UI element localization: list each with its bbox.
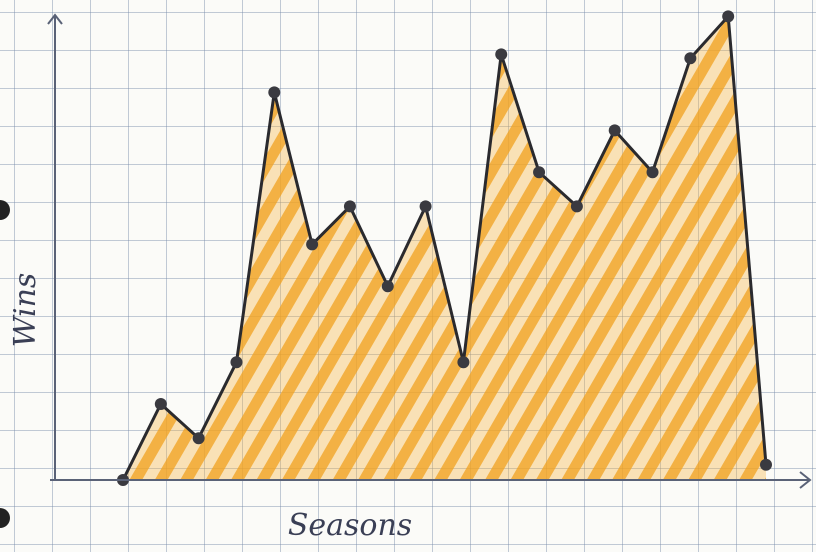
- x-axis-label: Seasons: [288, 508, 412, 543]
- binder-hole: [0, 508, 10, 528]
- point: [381, 280, 394, 293]
- point: [684, 52, 697, 65]
- y-axis-arrow: [47, 13, 63, 25]
- area-fill: [123, 16, 766, 481]
- plot-area: [117, 10, 772, 486]
- point: [760, 458, 772, 471]
- y-axis-label: Wins: [8, 273, 43, 348]
- point: [343, 200, 356, 213]
- point: [608, 124, 621, 137]
- binder-hole: [0, 200, 10, 220]
- point: [268, 86, 281, 99]
- x-axis-arrow: [799, 471, 812, 489]
- point: [230, 356, 243, 369]
- point: [457, 356, 470, 369]
- point: [570, 200, 583, 213]
- point: [722, 10, 735, 23]
- point: [495, 48, 508, 61]
- point: [192, 432, 205, 445]
- point: [646, 166, 659, 179]
- area-line: [121, 14, 768, 481]
- point: [154, 398, 167, 410]
- point: [306, 238, 319, 251]
- point: [419, 200, 432, 213]
- point: [533, 166, 546, 179]
